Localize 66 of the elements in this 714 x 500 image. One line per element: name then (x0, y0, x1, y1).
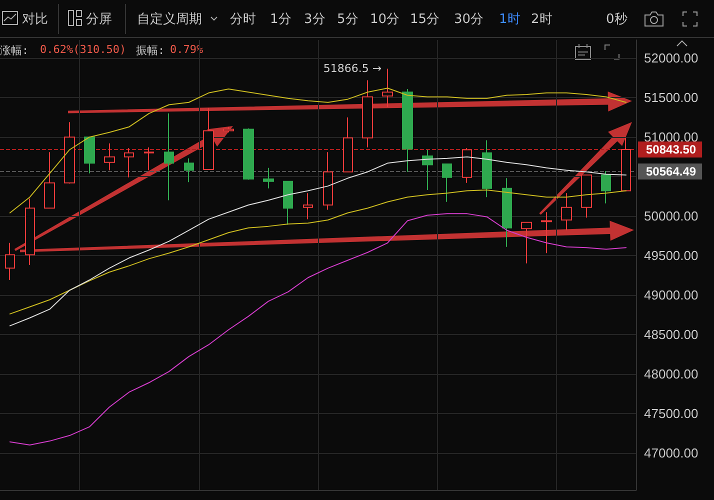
text: 15分 (410, 11, 440, 28)
candlestick (541, 212, 552, 254)
y-tick-label: 52000.00 (644, 50, 698, 66)
y-tick-label: 47500.00 (644, 406, 698, 421)
text: 0秒 (606, 11, 628, 28)
annotation: 0.62%(310.50) (40, 43, 126, 56)
annotation: 51866.5 → (323, 62, 382, 76)
candlestick (223, 126, 234, 133)
text: 1时 (499, 11, 520, 28)
annotation: 涨幅: (0, 43, 29, 58)
candlestick (521, 222, 532, 264)
candlestick (203, 107, 214, 170)
text: 对比 (22, 11, 48, 28)
y-tick-label: 51500.00 (644, 90, 698, 106)
candlestick (263, 167, 274, 189)
text: 自定义周期 (137, 11, 202, 28)
candlestick (442, 163, 452, 202)
y-tick-label: 50000.00 (644, 208, 698, 224)
candlestick (124, 148, 134, 178)
text: 1分 (270, 11, 292, 28)
candlestick (64, 122, 75, 184)
candlestick (502, 178, 512, 248)
y-tick-label: 49500.00 (644, 248, 698, 264)
candlestick (144, 146, 154, 171)
line-series (9, 156, 627, 326)
y-tick-label: 47000.00 (644, 445, 698, 460)
candlestick (581, 174, 592, 218)
candlestick (243, 128, 254, 180)
candlestick (362, 80, 373, 148)
annotation: 0.79% (170, 43, 204, 56)
candlestick (482, 140, 492, 198)
text: 分时 (230, 11, 256, 28)
ref-line-label: 50564.49 (646, 164, 696, 178)
candlestick (44, 152, 55, 209)
candlestick (422, 149, 433, 190)
candlestick (382, 68, 393, 108)
line-series (9, 213, 627, 446)
candlestick (5, 242, 15, 280)
text: 2时 (531, 11, 552, 28)
candlestick (283, 180, 293, 226)
candlestick (25, 198, 35, 266)
candlestick (184, 158, 194, 183)
candlestick (104, 142, 115, 171)
ref-line-label: 50843.50 (646, 142, 696, 156)
candlestick (84, 136, 95, 174)
candlestick (561, 192, 572, 231)
text: 3分 (304, 11, 326, 28)
y-tick-label: 48500.00 (644, 326, 698, 342)
line-series (9, 190, 627, 314)
line-series (9, 88, 627, 214)
candlestick (164, 112, 174, 201)
candlestick (601, 170, 611, 204)
text: 10分 (370, 11, 400, 28)
text: 5分 (337, 11, 358, 28)
annotation: 振幅: (136, 43, 165, 58)
y-tick-label: 48000.00 (644, 366, 698, 382)
text: 30分 (454, 11, 484, 28)
candlestick (303, 192, 313, 220)
candlestick (402, 88, 413, 172)
candlestick (621, 137, 631, 192)
y-tick-label: 49000.00 (644, 288, 698, 302)
candlestick (343, 116, 353, 172)
y-tick-label: 51000.00 (644, 130, 698, 145)
candlestick (462, 148, 472, 184)
candlestick (323, 152, 333, 210)
text: 分屏 (86, 11, 112, 28)
